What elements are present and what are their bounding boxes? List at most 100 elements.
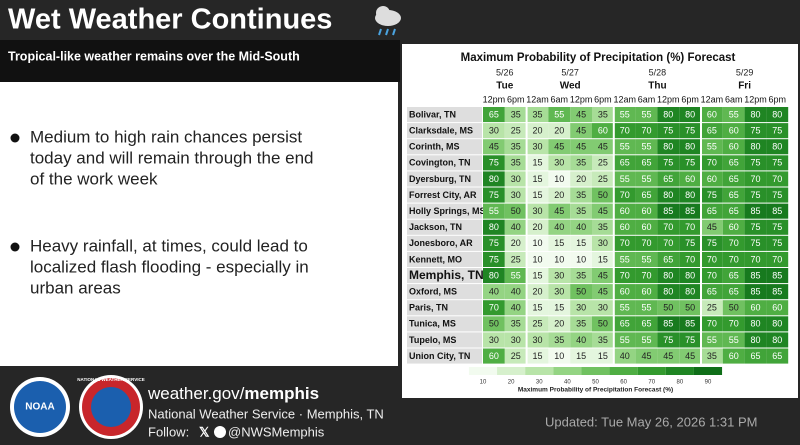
cell bbox=[592, 284, 614, 300]
cell-value: 85 bbox=[772, 287, 782, 297]
city-name: Dyersburg, TN bbox=[409, 174, 471, 184]
cell bbox=[635, 219, 658, 235]
cell-value: 50 bbox=[663, 303, 673, 313]
cell bbox=[744, 284, 767, 300]
cell-value: 70 bbox=[620, 190, 630, 200]
cell bbox=[766, 139, 789, 155]
cell-value: 40 bbox=[511, 287, 521, 297]
cell bbox=[722, 219, 745, 235]
date-label: 5/26 bbox=[496, 67, 514, 77]
cell bbox=[613, 155, 636, 171]
cell bbox=[526, 316, 549, 332]
cell-value: 25 bbox=[598, 174, 608, 184]
cell-value: 45 bbox=[663, 351, 673, 361]
cell-value: 20 bbox=[576, 174, 586, 184]
cell-value: 35 bbox=[576, 190, 586, 200]
cell bbox=[722, 268, 745, 284]
cell bbox=[701, 332, 723, 348]
cell-value: 30 bbox=[511, 174, 521, 184]
cell-value: 85 bbox=[750, 206, 760, 216]
cell bbox=[613, 316, 636, 332]
cell-value: 75 bbox=[707, 190, 717, 200]
cell bbox=[701, 268, 723, 284]
cell bbox=[679, 300, 701, 316]
cell-value: 45 bbox=[598, 206, 608, 216]
cell bbox=[722, 123, 745, 139]
cell bbox=[592, 235, 614, 251]
cell bbox=[679, 187, 701, 203]
bullet-text: localized flash flooding - especially in bbox=[30, 257, 309, 276]
cell bbox=[526, 219, 549, 235]
cell-value: 80 bbox=[750, 335, 760, 345]
cell bbox=[526, 235, 549, 251]
cell-value: 75 bbox=[685, 335, 695, 345]
cell bbox=[679, 219, 701, 235]
cell bbox=[592, 332, 614, 348]
cell-value: 50 bbox=[576, 287, 586, 297]
cell-value: 75 bbox=[663, 126, 673, 136]
cell-value: 40 bbox=[554, 222, 564, 232]
cell bbox=[570, 155, 592, 171]
cell bbox=[504, 187, 527, 203]
cell-value: 30 bbox=[489, 335, 499, 345]
cell bbox=[766, 251, 789, 267]
cell bbox=[744, 123, 767, 139]
cell-value: 60 bbox=[620, 222, 630, 232]
cell bbox=[722, 203, 745, 219]
cell-value: 15 bbox=[576, 351, 586, 361]
follow: Follow: bbox=[148, 424, 189, 439]
cell-value: 70 bbox=[641, 270, 651, 280]
cell bbox=[766, 316, 789, 332]
cell bbox=[657, 123, 680, 139]
cell-value: 30 bbox=[554, 158, 564, 168]
cell bbox=[744, 187, 767, 203]
cell bbox=[526, 187, 549, 203]
cell-value: 45 bbox=[554, 206, 564, 216]
x-icon: 𝕏 bbox=[199, 424, 210, 439]
cell-value: 25 bbox=[511, 126, 521, 136]
cell bbox=[722, 107, 745, 123]
cell bbox=[679, 235, 701, 251]
cell-value: 40 bbox=[511, 222, 521, 232]
cell bbox=[701, 187, 723, 203]
city-cell bbox=[407, 235, 482, 251]
cell bbox=[722, 316, 745, 332]
cell-value: 35 bbox=[511, 142, 521, 152]
cell-value: 35 bbox=[511, 158, 521, 168]
cell bbox=[570, 187, 592, 203]
cell-value: 50 bbox=[729, 303, 739, 313]
cell-value: 80 bbox=[750, 319, 760, 329]
handle: @NWSMemphis bbox=[228, 424, 325, 439]
cell-value: 55 bbox=[641, 109, 651, 119]
cell-value: 65 bbox=[729, 174, 739, 184]
cell bbox=[679, 171, 701, 187]
cell-value: 65 bbox=[729, 190, 739, 200]
cell-value: 75 bbox=[489, 238, 499, 248]
day-label: Thu bbox=[648, 81, 666, 92]
cell-value: 70 bbox=[750, 174, 760, 184]
cell bbox=[548, 187, 571, 203]
legend-tick: 80 bbox=[677, 380, 684, 386]
cell-value: 15 bbox=[576, 238, 586, 248]
cell-value: 80 bbox=[772, 319, 782, 329]
cell bbox=[483, 155, 505, 171]
city-name: Kennett, MO bbox=[409, 254, 462, 264]
cell bbox=[766, 332, 789, 348]
cell-value: 85 bbox=[663, 206, 673, 216]
cell-value: 15 bbox=[532, 174, 542, 184]
cell-value: 35 bbox=[532, 109, 542, 119]
city-name: Forrest City, AR bbox=[409, 190, 477, 200]
cell bbox=[483, 284, 505, 300]
updated: Updated: Tue May 26, 2026 1:31 PM bbox=[545, 414, 757, 429]
time-label: 6pm bbox=[507, 94, 525, 104]
subtitle-band bbox=[0, 40, 400, 82]
legend-swatch bbox=[497, 367, 526, 375]
cell bbox=[635, 251, 658, 267]
cell bbox=[548, 171, 571, 187]
day-label: Tue bbox=[496, 81, 513, 92]
cell-value: 35 bbox=[576, 319, 586, 329]
city-cell bbox=[407, 316, 482, 332]
cell bbox=[504, 171, 527, 187]
city-cell bbox=[407, 348, 482, 364]
cell-value: 80 bbox=[685, 142, 695, 152]
